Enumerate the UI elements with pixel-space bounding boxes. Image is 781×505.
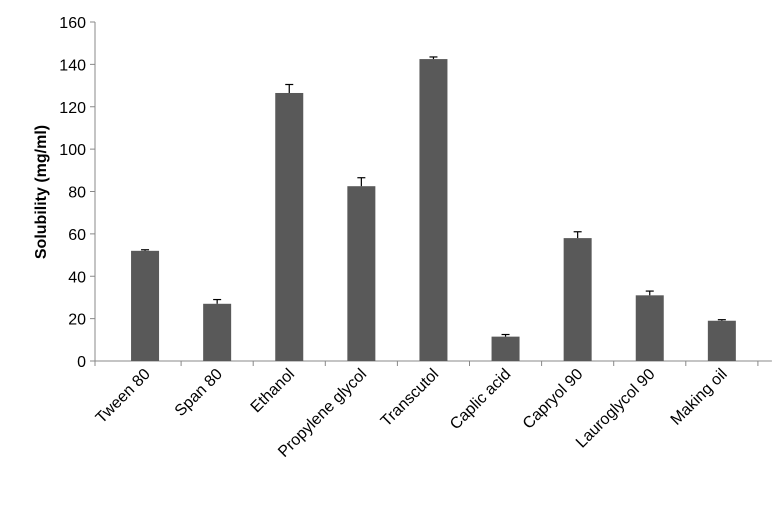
- error-bar: [573, 231, 582, 239]
- y-tick-label: 160: [59, 15, 86, 32]
- y-tick-label: 100: [59, 142, 86, 159]
- bar: [131, 250, 160, 361]
- y-tick-label: 60: [68, 227, 86, 244]
- error-bar: [357, 177, 366, 187]
- y-axis-label: Solubility (mg/ml): [33, 125, 50, 259]
- bar: [347, 186, 376, 361]
- bar: [563, 238, 592, 361]
- error-bar: [501, 333, 510, 337]
- bar: [707, 320, 736, 361]
- y-tick-label: 140: [59, 57, 86, 74]
- x-tick-label: Making oil: [668, 366, 731, 429]
- error-bar: [429, 56, 438, 60]
- error-bar: [717, 319, 726, 321]
- y-tick-label: 120: [59, 100, 86, 117]
- y-tick-label: 80: [68, 185, 86, 202]
- error-bar: [141, 249, 150, 251]
- bar: [419, 59, 448, 361]
- bar: [491, 336, 520, 361]
- y-tick-label: 20: [68, 312, 86, 329]
- error-bar: [285, 83, 294, 93]
- error-bar: [645, 290, 654, 296]
- x-tick-label: Span 80: [172, 366, 226, 420]
- x-tick-label: Lauroglycol 90: [573, 366, 659, 452]
- bar: [275, 92, 304, 362]
- x-tick-label: Caplic acid: [447, 366, 514, 433]
- bar: [635, 295, 664, 361]
- x-tick-label: Capryol 90: [520, 366, 587, 433]
- y-tick-label: 40: [68, 269, 86, 286]
- x-tick-label: Tween 80: [93, 366, 154, 427]
- bar: [203, 303, 232, 361]
- x-tick-label: Transcutol: [378, 366, 442, 430]
- error-bar: [213, 298, 222, 304]
- y-tick-label: 0: [77, 354, 86, 371]
- x-tick-label: Ethanol: [248, 366, 298, 416]
